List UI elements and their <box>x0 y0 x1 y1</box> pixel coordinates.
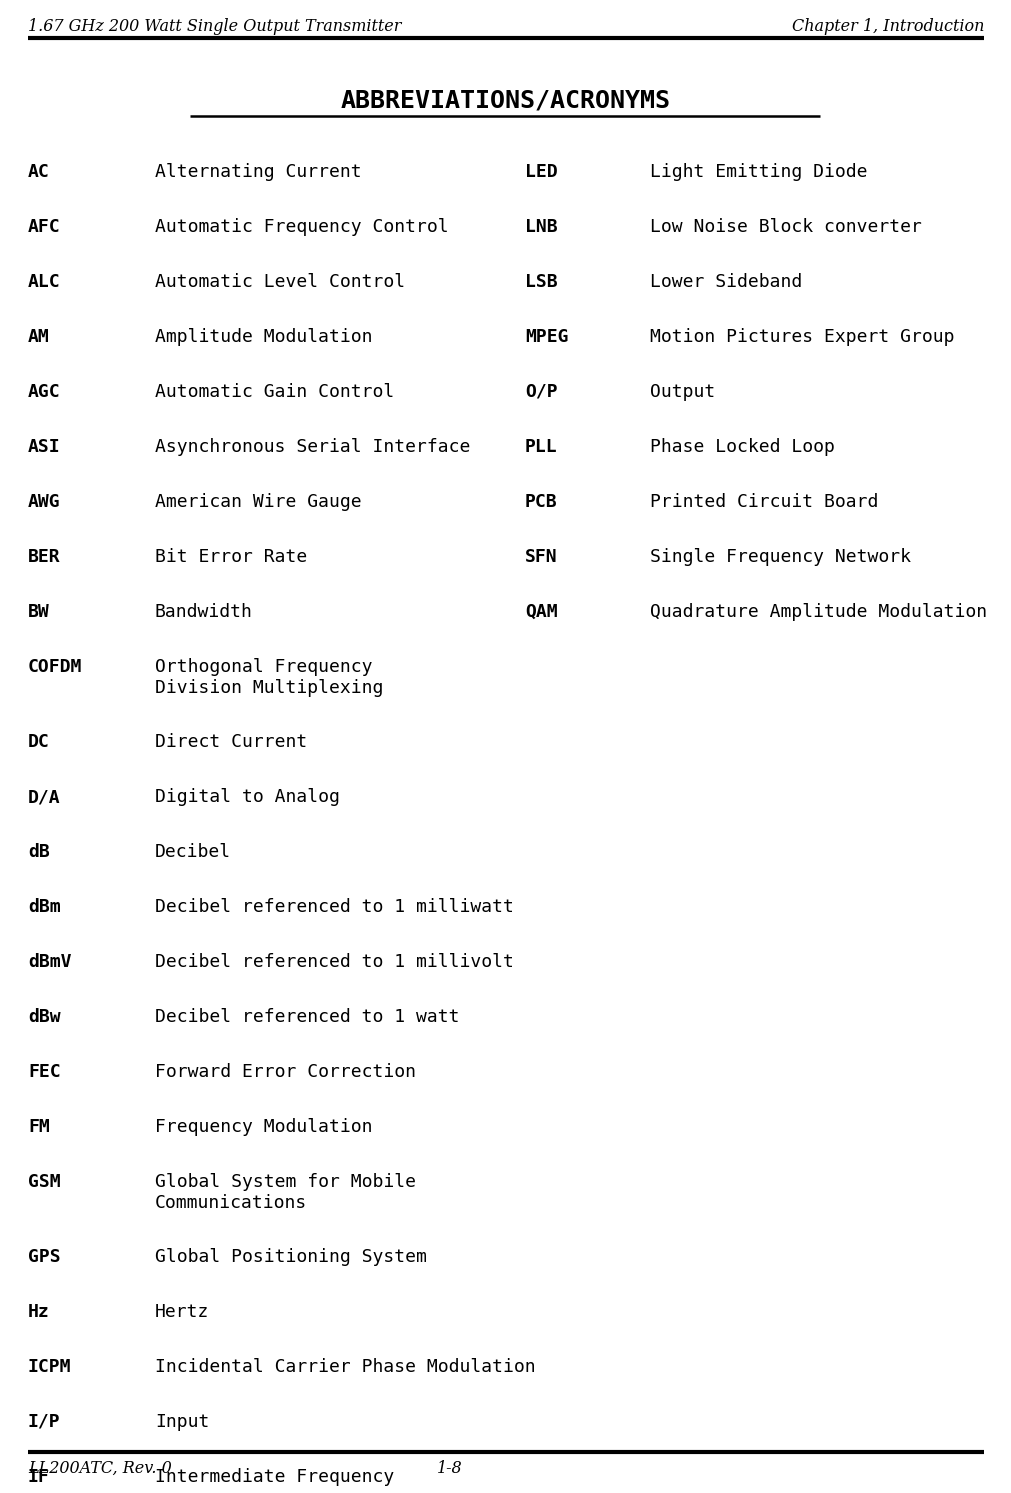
Text: 1.67 GHz 200 Watt Single Output Transmitter: 1.67 GHz 200 Watt Single Output Transmit… <box>28 18 401 34</box>
Text: dBm: dBm <box>28 897 61 917</box>
Text: Phase Locked Loop: Phase Locked Loop <box>649 437 834 455</box>
Text: Global System for Mobile
Communications: Global System for Mobile Communications <box>155 1173 416 1212</box>
Text: FEC: FEC <box>28 1063 61 1081</box>
Text: Decibel referenced to 1 milliwatt: Decibel referenced to 1 milliwatt <box>155 897 514 917</box>
Text: Digital to Analog: Digital to Analog <box>155 788 340 806</box>
Text: AFC: AFC <box>28 218 61 236</box>
Text: Incidental Carrier Phase Modulation: Incidental Carrier Phase Modulation <box>155 1359 535 1377</box>
Text: QAM: QAM <box>525 603 557 621</box>
Text: Bandwidth: Bandwidth <box>155 603 253 621</box>
Text: AGC: AGC <box>28 384 61 402</box>
Text: dB: dB <box>28 844 50 861</box>
Text: SFN: SFN <box>525 548 557 566</box>
Text: Orthogonal Frequency
Division Multiplexing: Orthogonal Frequency Division Multiplexi… <box>155 658 383 697</box>
Text: Frequency Modulation: Frequency Modulation <box>155 1118 372 1136</box>
Text: Printed Circuit Board: Printed Circuit Board <box>649 493 878 511</box>
Text: LL200ATC, Rev. 0: LL200ATC, Rev. 0 <box>28 1460 172 1477</box>
Text: IF: IF <box>28 1468 50 1486</box>
Text: Automatic Gain Control: Automatic Gain Control <box>155 384 394 402</box>
Text: Hz: Hz <box>28 1303 50 1321</box>
Text: Quadrature Amplitude Modulation: Quadrature Amplitude Modulation <box>649 603 986 621</box>
Text: FM: FM <box>28 1118 50 1136</box>
Text: Decibel referenced to 1 millivolt: Decibel referenced to 1 millivolt <box>155 953 514 970</box>
Text: Forward Error Correction: Forward Error Correction <box>155 1063 416 1081</box>
Text: DC: DC <box>28 733 50 751</box>
Text: AM: AM <box>28 328 50 346</box>
Text: PLL: PLL <box>525 437 557 455</box>
Text: Bit Error Rate: Bit Error Rate <box>155 548 307 566</box>
Text: ICPM: ICPM <box>28 1359 72 1377</box>
Text: Automatic Level Control: Automatic Level Control <box>155 273 404 291</box>
Text: LSB: LSB <box>525 273 557 291</box>
Text: Asynchronous Serial Interface: Asynchronous Serial Interface <box>155 437 470 455</box>
Text: Amplitude Modulation: Amplitude Modulation <box>155 328 372 346</box>
Text: Intermediate Frequency: Intermediate Frequency <box>155 1468 394 1486</box>
Text: GSM: GSM <box>28 1173 61 1191</box>
Text: COFDM: COFDM <box>28 658 82 676</box>
Text: Hertz: Hertz <box>155 1303 209 1321</box>
Text: Alternating Current: Alternating Current <box>155 163 361 181</box>
Text: Direct Current: Direct Current <box>155 733 307 751</box>
Text: Decibel: Decibel <box>155 844 231 861</box>
Text: D/A: D/A <box>28 788 61 806</box>
Text: MPEG: MPEG <box>525 328 568 346</box>
Text: Motion Pictures Expert Group: Motion Pictures Expert Group <box>649 328 953 346</box>
Text: ABBREVIATIONS/ACRONYMS: ABBREVIATIONS/ACRONYMS <box>341 88 670 112</box>
Text: Output: Output <box>649 384 715 402</box>
Text: dBmV: dBmV <box>28 953 72 970</box>
Text: AWG: AWG <box>28 493 61 511</box>
Text: Low Noise Block converter: Low Noise Block converter <box>649 218 921 236</box>
Text: PCB: PCB <box>525 493 557 511</box>
Text: ALC: ALC <box>28 273 61 291</box>
Text: Light Emitting Diode: Light Emitting Diode <box>649 163 866 181</box>
Text: GPS: GPS <box>28 1248 61 1266</box>
Text: Input: Input <box>155 1412 209 1430</box>
Text: Lower Sideband: Lower Sideband <box>649 273 802 291</box>
Text: Chapter 1, Introduction: Chapter 1, Introduction <box>791 18 983 34</box>
Text: ASI: ASI <box>28 437 61 455</box>
Text: Automatic Frequency Control: Automatic Frequency Control <box>155 218 448 236</box>
Text: dBw: dBw <box>28 1008 61 1026</box>
Text: AC: AC <box>28 163 50 181</box>
Text: BW: BW <box>28 603 50 621</box>
Text: LNB: LNB <box>525 218 557 236</box>
Text: Decibel referenced to 1 watt: Decibel referenced to 1 watt <box>155 1008 459 1026</box>
Text: 1-8: 1-8 <box>437 1460 462 1477</box>
Text: I/P: I/P <box>28 1412 61 1430</box>
Text: O/P: O/P <box>525 384 557 402</box>
Text: BER: BER <box>28 548 61 566</box>
Text: LED: LED <box>525 163 557 181</box>
Text: Single Frequency Network: Single Frequency Network <box>649 548 910 566</box>
Text: Global Positioning System: Global Positioning System <box>155 1248 427 1266</box>
Text: American Wire Gauge: American Wire Gauge <box>155 493 361 511</box>
